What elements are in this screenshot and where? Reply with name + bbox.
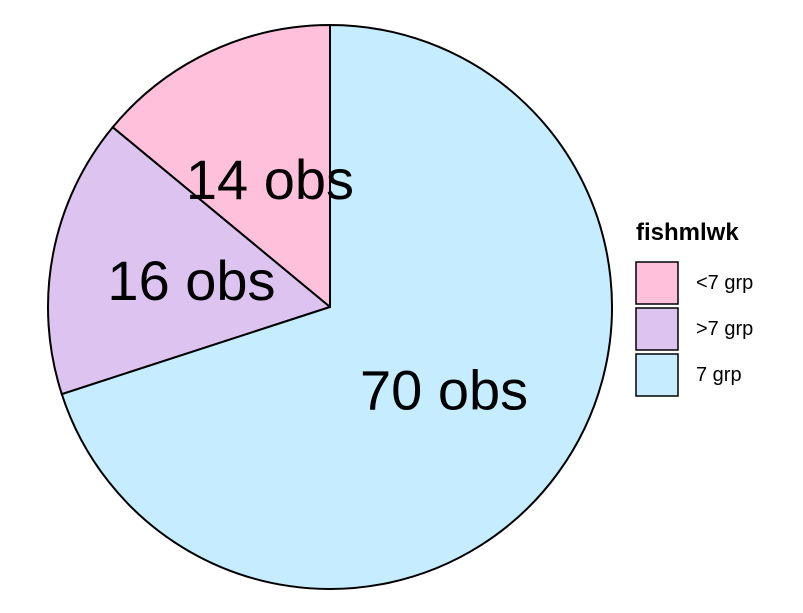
legend-label-lt7-grp: <7 grp <box>696 272 753 294</box>
legend-key-lt7-grp <box>635 261 679 305</box>
legend-title: fishmlwk <box>636 219 739 246</box>
legend-key-gt7-grp <box>635 307 679 351</box>
pie-data-label-7-grp: 70 obs <box>360 358 528 421</box>
legend-label-gt7-grp: >7 grp <box>696 318 753 340</box>
pie-data-label-gt7-grp: 16 obs <box>107 249 275 312</box>
pie-slices <box>47 23 613 590</box>
pie-slice-gt7-grp <box>47 125 333 396</box>
pie-data-labels: 14 obs 16 obs 70 obs <box>107 148 528 421</box>
pie-slice-7-grp <box>60 23 613 590</box>
legend: fishmlwk <7 grp >7 grp 7 grp <box>635 219 753 397</box>
legend-key-7-grp <box>635 353 679 397</box>
legend-label-7-grp: 7 grp <box>696 364 742 386</box>
pie-slice-lt7-grp <box>111 23 331 310</box>
pie-data-label-lt7-grp: 14 obs <box>186 148 354 211</box>
